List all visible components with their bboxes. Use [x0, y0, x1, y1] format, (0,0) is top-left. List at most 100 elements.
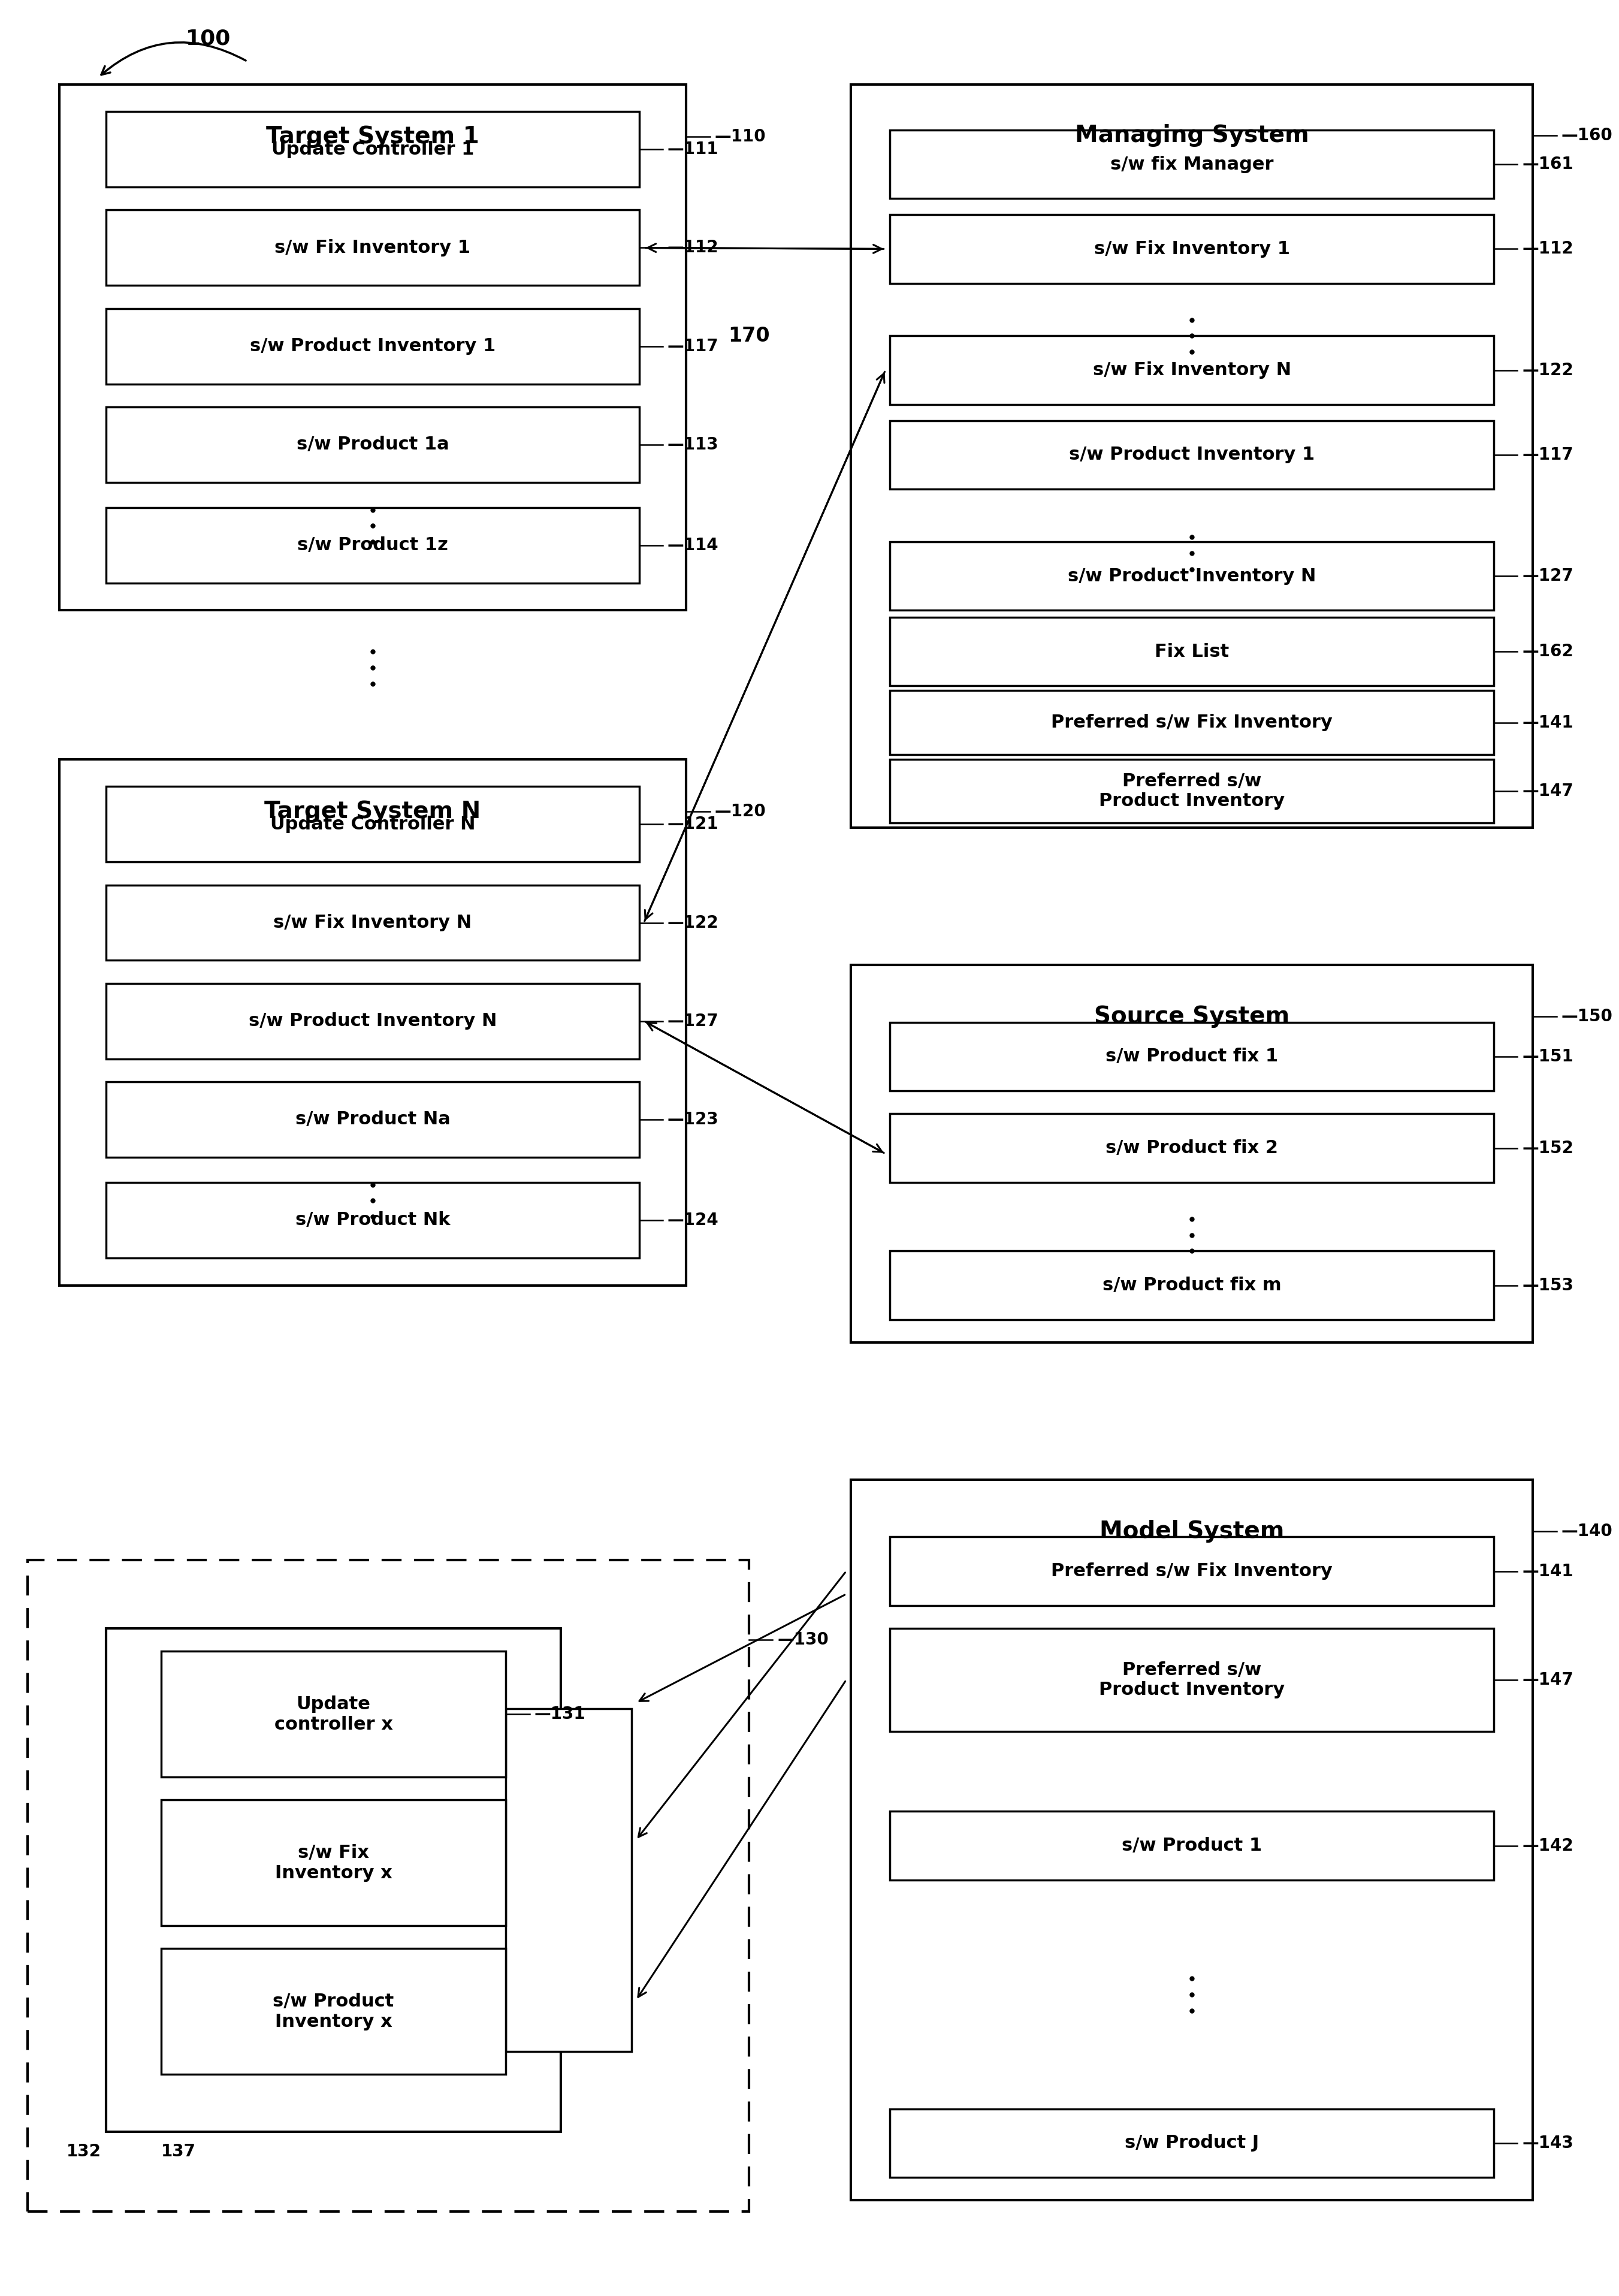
Text: s/w Product fix 2: s/w Product fix 2: [1106, 1139, 1279, 1157]
Bar: [890, 335, 1494, 404]
Text: —122: —122: [667, 914, 719, 932]
Text: —160: —160: [1561, 126, 1613, 145]
Bar: [890, 1022, 1494, 1091]
Bar: [58, 760, 686, 1286]
Text: —122: —122: [1522, 363, 1574, 379]
Text: —110: —110: [714, 129, 766, 145]
Text: s/w Product Inventory N: s/w Product Inventory N: [1069, 567, 1316, 585]
Text: Update
controller x: Update controller x: [274, 1694, 393, 1733]
Bar: [107, 507, 640, 583]
Text: —112: —112: [1522, 241, 1574, 257]
Text: Preferred s/w
Product Inventory: Preferred s/w Product Inventory: [1099, 771, 1285, 810]
Bar: [107, 884, 640, 960]
Text: —140: —140: [1561, 1522, 1613, 1541]
Text: s/w Fix Inventory N: s/w Fix Inventory N: [274, 914, 471, 932]
Text: —127: —127: [1522, 567, 1574, 585]
Text: s/w Fix Inventory 1: s/w Fix Inventory 1: [1094, 241, 1290, 257]
Text: Target System 1: Target System 1: [266, 126, 479, 149]
Bar: [107, 1628, 560, 2131]
Bar: [890, 1114, 1494, 1182]
Text: s/w Product 1: s/w Product 1: [1122, 1837, 1263, 1855]
Bar: [107, 1081, 640, 1157]
Text: Source System: Source System: [1094, 1006, 1290, 1029]
Text: Update Controller N: Update Controller N: [270, 815, 476, 833]
Bar: [890, 760, 1494, 824]
Bar: [890, 618, 1494, 687]
Text: —124: —124: [667, 1212, 719, 1228]
Bar: [890, 214, 1494, 282]
Bar: [890, 1536, 1494, 1605]
Bar: [852, 964, 1533, 1343]
Text: —153: —153: [1522, 1277, 1574, 1293]
Bar: [890, 691, 1494, 755]
Bar: [107, 113, 640, 188]
Text: —114: —114: [667, 537, 719, 553]
Bar: [890, 2108, 1494, 2177]
Text: —147: —147: [1522, 783, 1574, 799]
Text: —141: —141: [1522, 1564, 1574, 1580]
Text: —121: —121: [667, 815, 719, 833]
Text: s/w Product Nk: s/w Product Nk: [295, 1212, 450, 1228]
Bar: [58, 85, 686, 611]
Text: s/w Product fix 1: s/w Product fix 1: [1106, 1047, 1279, 1065]
Text: —142: —142: [1522, 1837, 1574, 1855]
Text: 132: 132: [66, 2142, 102, 2161]
Bar: [852, 85, 1533, 829]
Text: —150: —150: [1561, 1008, 1613, 1024]
Text: —161: —161: [1522, 156, 1574, 172]
Bar: [107, 308, 640, 383]
Text: —112: —112: [667, 239, 719, 257]
Bar: [107, 209, 640, 285]
Text: s/w Product Inventory 1: s/w Product Inventory 1: [1069, 445, 1315, 464]
Text: s/w Product Na: s/w Product Na: [295, 1111, 450, 1127]
Bar: [28, 1559, 750, 2211]
Bar: [107, 1182, 640, 1258]
Text: —141: —141: [1522, 714, 1574, 730]
Text: 100: 100: [186, 28, 230, 48]
Bar: [505, 1708, 631, 2053]
Text: —120: —120: [714, 804, 766, 820]
Bar: [160, 1800, 505, 1926]
Bar: [890, 1628, 1494, 1731]
Text: Target System N: Target System N: [264, 801, 481, 822]
Bar: [852, 1479, 1533, 2200]
Text: Model System: Model System: [1099, 1520, 1284, 1543]
Text: s/w Fix
Inventory x: s/w Fix Inventory x: [275, 1844, 392, 1883]
Bar: [890, 1812, 1494, 1880]
Text: 137: 137: [160, 2142, 196, 2161]
Text: Preferred s/w Fix Inventory: Preferred s/w Fix Inventory: [1051, 714, 1332, 730]
Text: s/w Product Inventory N: s/w Product Inventory N: [248, 1013, 497, 1029]
Bar: [107, 983, 640, 1058]
Text: s/w Fix Inventory N: s/w Fix Inventory N: [1093, 360, 1290, 379]
Text: —117: —117: [1522, 445, 1574, 464]
Text: —147: —147: [1522, 1671, 1574, 1688]
Text: Update Controller 1: Update Controller 1: [272, 140, 474, 158]
Text: s/w Product J: s/w Product J: [1125, 2135, 1260, 2151]
Text: s/w fix Manager: s/w fix Manager: [1111, 156, 1274, 172]
Text: —127: —127: [667, 1013, 719, 1029]
Bar: [160, 1949, 505, 2076]
Text: —130: —130: [777, 1632, 829, 1649]
Text: —162: —162: [1522, 643, 1574, 659]
Bar: [107, 788, 640, 861]
Text: —151: —151: [1522, 1047, 1574, 1065]
Bar: [107, 406, 640, 482]
Bar: [160, 1651, 505, 1777]
Text: s/w Product 1z: s/w Product 1z: [298, 537, 448, 553]
Text: s/w Product Inventory 1: s/w Product Inventory 1: [249, 338, 495, 356]
Text: —111: —111: [667, 140, 719, 158]
Bar: [890, 1251, 1494, 1320]
Text: 170: 170: [729, 326, 769, 347]
Text: —152: —152: [1522, 1139, 1574, 1157]
Text: —131: —131: [534, 1706, 586, 1722]
Bar: [890, 420, 1494, 489]
Text: —143: —143: [1522, 2135, 1574, 2151]
Bar: [890, 542, 1494, 611]
Text: s/w Product fix m: s/w Product fix m: [1103, 1277, 1281, 1295]
Text: —113: —113: [667, 436, 719, 452]
Text: —123: —123: [667, 1111, 719, 1127]
Bar: [890, 131, 1494, 200]
Text: Fix List: Fix List: [1154, 643, 1229, 661]
Text: —117: —117: [667, 338, 719, 354]
Text: s/w Fix Inventory 1: s/w Fix Inventory 1: [275, 239, 471, 257]
